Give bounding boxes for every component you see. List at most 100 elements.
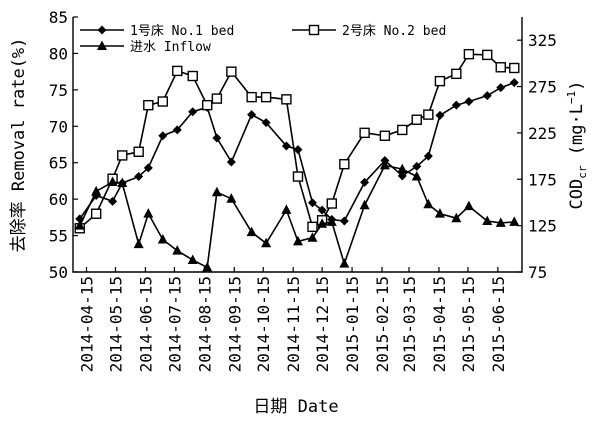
data-point-square — [157, 96, 169, 107]
data-point-square — [202, 99, 213, 111]
data-point-square — [187, 70, 198, 82]
y-tick-label: 55 — [49, 227, 68, 246]
data-point-square — [143, 99, 154, 111]
series-layer — [74, 48, 520, 272]
data-point-diamond — [339, 216, 349, 226]
data-point-diamond — [360, 177, 370, 187]
data-point-square — [117, 150, 128, 161]
x-tick-label: 2014-10-15 — [254, 276, 273, 372]
x-tick-label: 2014-12-15 — [313, 276, 332, 372]
y2-tick-label: 225 — [528, 124, 557, 143]
y2-title-unit: (mg·L — [567, 104, 587, 165]
x-tick-label: 2015-04-15 — [430, 276, 449, 372]
data-point-triangle — [246, 226, 257, 237]
x-tick-label: 2014-09-15 — [225, 276, 244, 372]
data-point-triangle — [261, 237, 272, 248]
data-point-diamond — [423, 151, 433, 161]
data-point-square — [90, 208, 102, 219]
data-point-triangle — [74, 220, 85, 230]
data-point-diamond — [134, 172, 144, 182]
data-point-triangle — [463, 200, 474, 211]
data-point-triangle — [187, 254, 198, 264]
data-point-diamond — [307, 198, 317, 208]
data-point-triangle — [143, 208, 154, 218]
data-point-triangle — [117, 177, 128, 187]
legend-label-3: 进水 Inflow — [130, 40, 211, 55]
data-point-triangle — [157, 234, 168, 244]
data-point-diamond — [247, 110, 257, 120]
series-2 — [74, 48, 520, 234]
data-point-diamond — [482, 91, 492, 101]
data-point-triangle — [307, 232, 318, 242]
x-axis-title: 日期 Date — [253, 397, 338, 417]
y2-tick-label: 275 — [528, 78, 557, 97]
data-point-triangle — [434, 208, 445, 218]
data-point-square — [307, 221, 318, 233]
data-point-square — [281, 94, 292, 105]
y-tick-label: 65 — [49, 154, 68, 173]
data-point-triangle — [339, 258, 350, 268]
x-tick-label: 2014-05-15 — [106, 276, 125, 372]
x-tick-label: 2015-03-15 — [400, 276, 419, 372]
x-tick-label: 2014-04-15 — [78, 276, 97, 372]
y-tick-label: 80 — [49, 44, 68, 63]
data-point-triangle — [317, 218, 328, 228]
data-point-triangle — [133, 238, 144, 249]
y-tick-label: 60 — [49, 190, 68, 209]
data-point-square — [423, 109, 434, 120]
y2-tick-label: 325 — [528, 31, 557, 50]
data-point-diamond — [158, 131, 168, 141]
data-point-triangle — [423, 198, 434, 209]
y-tick-label: 85 — [49, 8, 68, 27]
data-point-diamond — [281, 141, 291, 151]
data-point-square — [482, 49, 493, 61]
x-tick-label: 2015-02-15 — [373, 276, 392, 372]
data-point-triangle — [107, 176, 118, 187]
x-tick-label: 2015-05-15 — [459, 276, 478, 372]
axes-layer: 50 55 60 65 70 75 80 85 75 125 175 225 275 325 2014-04… — [49, 8, 557, 372]
y2-axis-title: CODcr (mg·L−1) — [565, 81, 589, 210]
data-point-triangle — [226, 193, 237, 203]
legend-label-1: 1号床 No.1 bed — [130, 24, 234, 39]
data-point-square — [509, 62, 520, 74]
x-tick-label: 2015-01-15 — [343, 276, 362, 372]
data-point-diamond — [509, 78, 519, 88]
data-point-diamond — [496, 83, 506, 93]
y2-tick-label: 75 — [528, 263, 547, 282]
data-point-triangle — [482, 215, 493, 225]
data-point-triangle — [379, 159, 390, 170]
legend-marker-diamond — [97, 25, 107, 35]
data-point-square — [246, 91, 257, 103]
data-point-diamond — [451, 100, 461, 110]
y-axis-title: 去除率 Removal rate(%) — [9, 38, 29, 253]
x-tick-label: 2014-06-15 — [136, 276, 155, 372]
y-tick-label: 75 — [49, 81, 68, 100]
data-point-square — [379, 130, 391, 141]
y2-tick-label: 175 — [528, 170, 557, 189]
data-point-square — [397, 124, 408, 136]
data-point-triangle — [495, 217, 506, 227]
data-point-diamond — [261, 118, 271, 128]
data-point-triangle — [326, 216, 337, 226]
data-point-square — [451, 68, 462, 80]
data-point-square — [260, 91, 272, 103]
data-point-triangle — [91, 185, 102, 196]
data-point-square — [463, 48, 475, 60]
data-point-diamond — [172, 125, 182, 135]
data-point-square — [226, 66, 237, 77]
data-point-diamond — [188, 107, 198, 117]
data-point-diamond — [108, 196, 118, 206]
legend-marker-triangle — [97, 40, 107, 50]
data-point-square — [434, 75, 446, 87]
data-point-square — [292, 171, 304, 182]
legend-label-2: 2号床 No.2 bed — [342, 24, 446, 39]
data-point-square — [339, 158, 350, 170]
data-point-square — [359, 127, 370, 139]
y2-title-close: ) — [567, 81, 587, 91]
y-tick-label: 70 — [49, 117, 68, 136]
series-3 — [74, 159, 520, 272]
x-tick-label: 2014-07-15 — [165, 276, 184, 372]
y-tick-label: 50 — [49, 263, 68, 282]
data-point-triangle — [202, 261, 213, 272]
